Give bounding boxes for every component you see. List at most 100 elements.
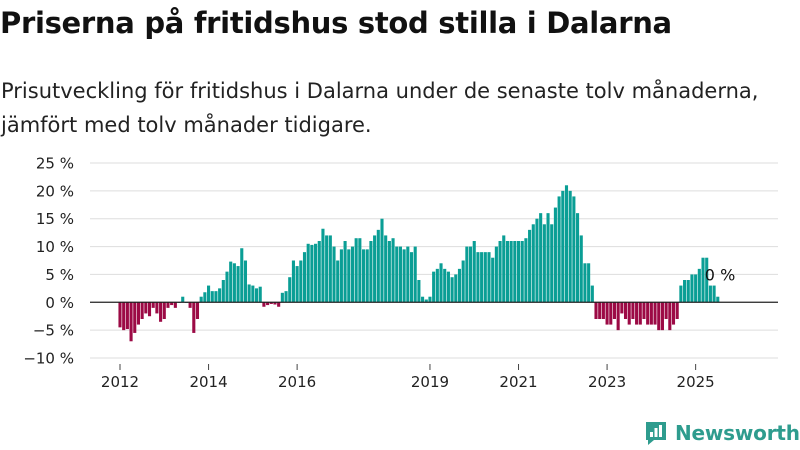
x-tick-label: 2014: [189, 373, 227, 391]
bar: [387, 241, 391, 303]
bar: [229, 261, 233, 303]
bar: [598, 302, 602, 319]
bar: [159, 302, 163, 322]
x-tick-label: 2012: [101, 373, 139, 391]
bar: [457, 268, 462, 303]
bar: [509, 241, 513, 303]
bar: [269, 302, 273, 304]
y-tick-label: 0 %: [45, 294, 74, 312]
bar: [243, 260, 248, 303]
bar: [225, 271, 229, 303]
y-tick-label: 5 %: [45, 266, 74, 284]
bar: [218, 288, 222, 303]
bar: [162, 302, 166, 319]
bar: [671, 302, 676, 325]
bar: [203, 292, 207, 303]
bar: [583, 263, 587, 303]
bar: [605, 302, 609, 325]
x-tick-label: 2025: [677, 373, 715, 391]
bar: [350, 246, 355, 303]
bar: [129, 302, 133, 342]
bar: [609, 302, 613, 325]
bar: [539, 213, 543, 303]
bar: [147, 302, 152, 317]
bar: [568, 190, 572, 303]
bar: [192, 302, 196, 333]
bar: [446, 271, 450, 303]
bar: [546, 213, 550, 303]
bar: [258, 286, 262, 303]
bar: [675, 302, 679, 319]
bar: [413, 246, 417, 303]
bar: [380, 218, 384, 303]
bar: [653, 302, 657, 325]
y-tick-label: 25 %: [36, 155, 74, 173]
bar: [409, 252, 414, 303]
bar: [697, 268, 701, 303]
bar: [708, 285, 712, 303]
bar: [494, 246, 498, 303]
bar: [133, 302, 137, 333]
bar: [365, 249, 369, 303]
bar: [594, 302, 598, 319]
bar: [376, 229, 380, 303]
bar: [564, 185, 569, 303]
bar: [450, 277, 454, 303]
bar: [572, 196, 576, 303]
bar: [181, 296, 185, 303]
bar: [686, 280, 690, 303]
chart-subtitle: Prisutveckling för fritidshus i Dalarna …: [1, 74, 791, 142]
bar: [712, 285, 716, 303]
bar: [642, 302, 646, 319]
bar: [266, 302, 270, 306]
bar: [273, 302, 277, 305]
bar: [576, 213, 580, 303]
bar: [361, 249, 366, 303]
bar: [513, 241, 517, 303]
bar: [461, 260, 465, 303]
bar: [262, 302, 266, 307]
bar: [328, 235, 332, 303]
bar: [694, 274, 698, 303]
bar: [306, 243, 310, 303]
bar: [199, 296, 203, 303]
bar: [502, 235, 506, 303]
y-tick-label: 10 %: [36, 238, 74, 256]
bar: [155, 302, 159, 314]
subtitle-line-1: Prisutveckling för fritidshus i Dalarna …: [1, 79, 759, 103]
bar: [487, 252, 491, 303]
bar: [384, 235, 388, 303]
bar: [553, 207, 557, 303]
bar: [240, 248, 244, 303]
bar: [649, 302, 653, 325]
newsworthy-logo: Newsworthy: [644, 418, 800, 448]
bar: [627, 302, 631, 325]
bar: [480, 252, 484, 303]
x-tick-label: 2016: [278, 373, 316, 391]
bar: [421, 296, 425, 303]
bar: [531, 224, 535, 303]
bar: [701, 257, 705, 303]
x-tick-label: 2023: [588, 373, 626, 391]
bar: [601, 302, 605, 319]
bar: [476, 252, 480, 303]
bar: [491, 257, 495, 303]
bar: [664, 302, 668, 319]
bar: [469, 246, 473, 303]
bar: [454, 274, 458, 303]
bar: [435, 268, 439, 303]
y-tick-label: −10 %: [23, 350, 74, 368]
bar: [136, 302, 140, 325]
bar: [516, 241, 521, 303]
bar: [439, 263, 443, 303]
bar: [302, 252, 307, 303]
bar: [170, 302, 174, 306]
bar: [498, 241, 502, 303]
bar: [214, 291, 218, 303]
bar: [579, 235, 583, 303]
bar: [291, 260, 295, 303]
bar: [417, 280, 421, 303]
y-tick-label: −5 %: [33, 322, 74, 340]
chart-title: Priserna på fritidshus stod stilla i Dal…: [0, 6, 672, 40]
bar: [140, 302, 144, 319]
